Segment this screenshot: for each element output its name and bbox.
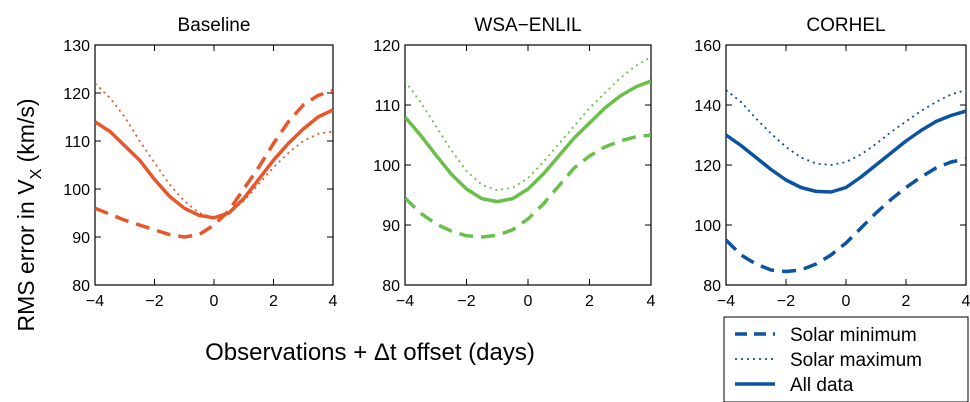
series-line-dotted bbox=[726, 89, 966, 166]
y-tick-label: 110 bbox=[374, 98, 400, 115]
series-line-dashed bbox=[405, 133, 651, 239]
chart-panel: Baseline −4 −2 0 2 4 80 90 100 110 120 130 bbox=[63, 15, 337, 310]
y-axis-label-unit: (km/s) bbox=[13, 98, 39, 168]
legend-box bbox=[723, 316, 969, 402]
y-tick-label: 100 bbox=[63, 182, 90, 199]
y-axis-label-main: RMS error in V bbox=[13, 179, 39, 332]
series-line-dotted bbox=[405, 56, 651, 192]
y-tick-label: 120 bbox=[63, 86, 90, 103]
y-tick-label: 100 bbox=[373, 158, 400, 175]
x-tick-label: −2 bbox=[145, 293, 163, 310]
y-tick-label: 140 bbox=[694, 98, 721, 115]
y-tick-label: 130 bbox=[63, 38, 90, 55]
series-line-dashed bbox=[726, 157, 966, 274]
legend-label: All data bbox=[790, 375, 854, 396]
x-tick-label: 2 bbox=[269, 293, 278, 310]
chart-panel: CORHEL −4 −2 0 2 4 80 100 120 140 160 bbox=[694, 15, 970, 310]
x-tick-label: 0 bbox=[524, 293, 533, 310]
x-tick-label: 2 bbox=[585, 293, 594, 310]
x-tick-label: −2 bbox=[457, 293, 475, 310]
x-tick-label: −4 bbox=[86, 293, 104, 310]
series-line-solid bbox=[726, 109, 966, 194]
series-line-dotted bbox=[95, 82, 333, 219]
x-tick-label: −2 bbox=[777, 293, 795, 310]
y-tick-label: 120 bbox=[694, 158, 721, 175]
x-tick-label: 0 bbox=[210, 293, 219, 310]
y-tick-label: 110 bbox=[64, 134, 90, 151]
x-tick-label: 4 bbox=[647, 293, 656, 310]
y-tick-label: 160 bbox=[694, 38, 721, 55]
x-tick-label: 2 bbox=[902, 293, 911, 310]
x-tick-label: 4 bbox=[962, 293, 970, 310]
x-axis-label: Observations + Δt offset (days) bbox=[205, 339, 535, 366]
x-tick-label: 0 bbox=[842, 293, 851, 310]
y-tick-label: 80 bbox=[72, 278, 90, 295]
series-line-solid bbox=[405, 79, 651, 204]
y-axis-label-subscript: X bbox=[28, 168, 45, 179]
y-tick-label: 120 bbox=[373, 38, 400, 55]
plot-frame bbox=[725, 44, 967, 286]
chart-title: CORHEL bbox=[806, 15, 885, 36]
y-tick-label: 80 bbox=[382, 278, 400, 295]
chart-panels: Baseline −4 −2 0 2 4 80 90 100 110 120 130 WSA−ENLIL… bbox=[63, 15, 970, 310]
legend-label: Solar maximum bbox=[790, 350, 922, 371]
y-tick-label: 80 bbox=[703, 278, 721, 295]
y-tick-label: 100 bbox=[694, 218, 721, 235]
legend: Solar minimum Solar maximum All data bbox=[723, 316, 969, 402]
chart-title: WSA−ENLIL bbox=[474, 15, 581, 36]
x-tick-label: −4 bbox=[717, 293, 735, 310]
chart-title: Baseline bbox=[178, 15, 251, 36]
y-axis-label: RMS error in VX (km/s) bbox=[13, 98, 45, 331]
x-tick-label: −4 bbox=[396, 293, 414, 310]
legend-label: Solar minimum bbox=[790, 325, 917, 346]
y-tick-label: 90 bbox=[382, 218, 400, 235]
legend-entries: Solar minimum Solar maximum All data bbox=[735, 325, 922, 396]
plot-frame bbox=[94, 44, 334, 286]
series-line-dashed bbox=[95, 88, 333, 239]
x-tick-label: 4 bbox=[329, 293, 338, 310]
y-tick-label: 90 bbox=[72, 230, 90, 247]
chart-panel: WSA−ENLIL −4 −2 0 2 4 80 90 100 110 120 bbox=[373, 15, 655, 310]
series-line-solid bbox=[95, 108, 333, 220]
